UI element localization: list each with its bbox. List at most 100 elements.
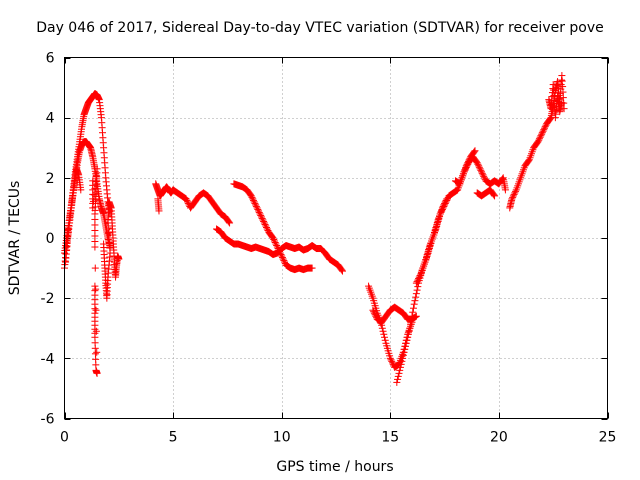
- data-point: [535, 135, 543, 143]
- y-tick-label: 0: [46, 231, 55, 247]
- data-point: [403, 336, 411, 344]
- data-point: [480, 172, 488, 180]
- y-axis-label: SDTVAR / TECUs: [7, 181, 23, 296]
- data-point: [370, 309, 378, 317]
- data-point: [270, 236, 278, 244]
- data-point: [411, 313, 419, 321]
- data-point: [394, 372, 402, 380]
- data-point: [115, 255, 123, 263]
- data-point: [402, 339, 410, 347]
- data-point: [414, 283, 422, 291]
- data-point: [525, 157, 533, 165]
- data-point: [541, 123, 549, 131]
- data-point: [410, 300, 418, 308]
- plot-frame: [64, 57, 608, 419]
- data-point: [260, 217, 268, 225]
- data-point: [92, 178, 100, 186]
- data-point: [77, 186, 85, 194]
- data-point: [262, 223, 270, 231]
- data-point: [388, 357, 396, 365]
- x-tick-label: 15: [381, 430, 399, 446]
- data-point: [380, 330, 388, 338]
- data-point: [461, 166, 469, 174]
- data-point: [399, 351, 407, 359]
- data-point: [397, 360, 405, 368]
- data-point: [400, 348, 408, 356]
- data-point: [475, 162, 483, 170]
- x-tick-labels: 0 5 10 15 20 25: [60, 430, 616, 446]
- y-tick-labels: -6 -4 -2 0 2 4 6: [41, 51, 55, 428]
- data-point: [226, 219, 234, 227]
- data-point: [541, 124, 549, 132]
- data-point: [534, 138, 542, 146]
- data-point: [470, 148, 478, 156]
- data-point: [372, 312, 380, 320]
- x-tick-label: 10: [273, 430, 291, 446]
- x-axis-label: GPS time / hours: [276, 459, 393, 475]
- data-point: [92, 171, 100, 179]
- data-point: [471, 147, 479, 155]
- data-point: [250, 198, 258, 206]
- data-point: [404, 330, 412, 338]
- data-point: [408, 312, 416, 320]
- data-point: [279, 255, 287, 263]
- data-point: [248, 193, 256, 201]
- data-point: [273, 242, 281, 250]
- data-point: [478, 168, 486, 176]
- data-point: [92, 306, 100, 314]
- x-tick-label: 25: [599, 430, 617, 446]
- data-point: [509, 192, 517, 200]
- data-point: [440, 201, 448, 209]
- data-point: [395, 369, 403, 377]
- data-point: [91, 264, 99, 272]
- y-tick-label: -2: [41, 291, 55, 307]
- data-point: [412, 290, 420, 298]
- data-point: [388, 359, 396, 367]
- data-point: [510, 190, 518, 198]
- data-point: [277, 251, 285, 259]
- data-point: [379, 327, 387, 335]
- data-point: [257, 213, 265, 221]
- data-points: [61, 72, 568, 386]
- data-point: [415, 275, 423, 283]
- data-point: [509, 193, 517, 201]
- data-point: [536, 133, 544, 141]
- data-point: [259, 216, 267, 224]
- chart-title: Day 046 of 2017, Sidereal Day-to-day VTE…: [36, 20, 604, 36]
- data-point: [275, 246, 283, 254]
- data-point: [438, 204, 446, 212]
- data-point: [409, 308, 417, 316]
- data-point: [270, 237, 278, 245]
- data-point: [439, 202, 447, 210]
- data-point: [281, 258, 289, 266]
- data-point: [406, 324, 414, 332]
- data-point: [539, 127, 547, 135]
- data-point: [535, 136, 543, 144]
- data-point: [93, 369, 101, 377]
- data-point: [260, 219, 268, 227]
- data-point: [396, 366, 404, 374]
- y-tick-label: 2: [46, 171, 55, 187]
- data-point: [443, 195, 451, 203]
- data-point: [184, 199, 192, 207]
- data-point: [407, 316, 415, 324]
- data-point: [253, 204, 261, 212]
- data-point: [381, 333, 389, 341]
- data-point: [442, 196, 450, 204]
- data-point: [479, 171, 487, 179]
- y-tick-label: -4: [41, 351, 55, 367]
- data-point: [412, 279, 420, 287]
- data-point: [92, 285, 100, 293]
- data-point: [491, 192, 499, 200]
- data-point: [405, 327, 413, 335]
- data-point: [252, 201, 260, 209]
- data-point: [414, 276, 422, 284]
- data-point: [378, 324, 386, 332]
- data-point: [381, 336, 389, 344]
- data-point: [413, 286, 421, 294]
- data-point: [93, 165, 101, 173]
- data-point: [271, 239, 279, 247]
- data-point: [460, 168, 468, 176]
- data-point: [480, 174, 488, 182]
